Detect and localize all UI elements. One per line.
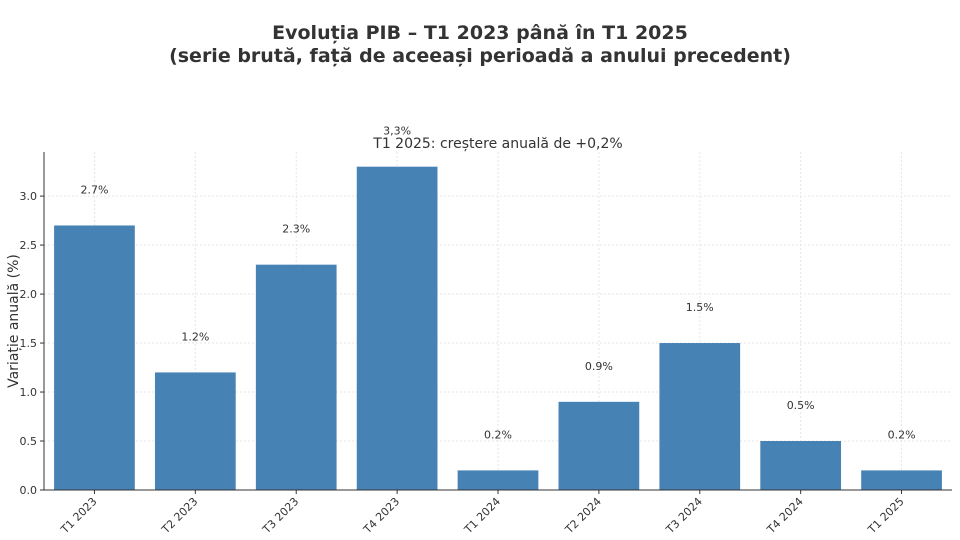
- x-tick-label: T2 2024: [562, 495, 604, 537]
- x-tick-label: T1 2024: [461, 495, 503, 537]
- bar: [54, 225, 135, 490]
- x-tick-label: T1 2025: [865, 495, 907, 537]
- y-tick-label: 2.0: [20, 288, 38, 301]
- bar: [356, 166, 438, 490]
- x-tick-label: T3 2024: [663, 495, 705, 537]
- y-tick-label: 0.5: [20, 435, 38, 448]
- data-label: 2.3%: [282, 223, 310, 236]
- data-label: 0.2%: [484, 428, 512, 441]
- x-tick-label: T1 2023: [58, 495, 100, 537]
- bar: [861, 470, 942, 490]
- bar: [255, 264, 337, 490]
- chart-subtitle: T1 2025: creștere anuală de +0,2%: [372, 136, 622, 152]
- data-label: 3,3%: [383, 125, 411, 138]
- chart-title: Evoluția PIB – T1 2023 până în T1 2025 (…: [0, 22, 960, 68]
- x-tick-label: T4 2023: [360, 495, 402, 537]
- y-tick-label: 0.0: [20, 484, 38, 497]
- x-tick-label: T3 2023: [259, 495, 301, 537]
- bar: [154, 372, 236, 490]
- bar: [558, 401, 640, 490]
- x-tick-label: T2 2023: [159, 495, 201, 537]
- bar: [760, 441, 842, 490]
- x-ticks: T1 2023 T2 2023 T3 2023 T4 2023 T1 2024 T2 20…: [58, 490, 907, 537]
- data-label: 1.2%: [181, 330, 209, 343]
- bars: [54, 166, 942, 490]
- data-label: 1.5%: [686, 301, 714, 314]
- y-tick-label: 2.5: [20, 239, 38, 252]
- bar: [457, 470, 539, 490]
- y-tick-label: 3.0: [20, 190, 38, 203]
- y-tick-label: 1.0: [20, 386, 38, 399]
- bar: [659, 343, 741, 490]
- y-ticks: 0.0 0.5 1.0 1.5 2.0 2.5 3.0: [20, 190, 44, 497]
- y-axis-label: Variație anuală (%): [6, 254, 22, 388]
- y-tick-label: 1.5: [20, 337, 38, 350]
- x-tick-label: T4 2024: [764, 495, 806, 537]
- chart-title-line2: (serie brută, față de aceeași perioadă a…: [169, 45, 791, 67]
- data-labels: 2.7% 1.2% 2.3% 3,3% 0.2% 0.9% 1.5% 0.5% 0.2%: [80, 125, 915, 442]
- data-label: 0.9%: [585, 360, 613, 373]
- data-label: 0.5%: [787, 399, 815, 412]
- chart-title-line1: Evoluția PIB – T1 2023 până în T1 2025: [272, 22, 688, 44]
- data-label: 0.2%: [888, 428, 916, 441]
- data-label: 2.7%: [80, 183, 108, 196]
